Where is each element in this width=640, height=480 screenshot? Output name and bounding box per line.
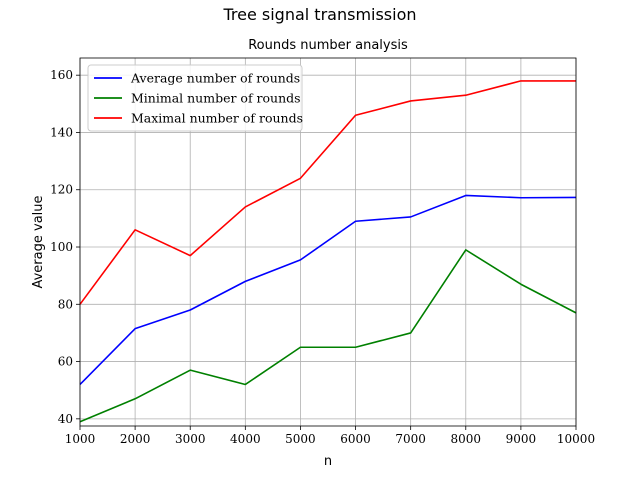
legend: Average number of rounds Minimal number o… [87, 64, 303, 132]
y-tick-label: 160 [50, 68, 73, 82]
y-tick-label: 140 [50, 125, 73, 139]
x-tick-label: 1000 [65, 432, 96, 446]
x-tick-label: 10000 [557, 432, 595, 446]
x-tick-label: 9000 [506, 432, 537, 446]
figure-suptitle: Tree signal transmission [223, 5, 417, 24]
x-tick-label: 7000 [395, 432, 426, 446]
legend-box [87, 64, 303, 132]
series-line-1 [79, 194, 577, 386]
ticks: 1000 2000 3000 4000 5000 6000 7000 8000 9000 1000… [50, 68, 595, 446]
x-tick-label: 8000 [451, 432, 482, 446]
y-tick-label: 60 [58, 355, 73, 369]
axes-frame [79, 57, 577, 427]
y-axis-label: Average value [31, 195, 46, 288]
series-line-2 [79, 249, 577, 423]
x-tick-label: 3000 [175, 432, 206, 446]
plot-frame [79, 57, 577, 427]
y-tick-label: 80 [58, 297, 73, 311]
x-tick-label: 6000 [340, 432, 371, 446]
legend-label: Maximal number of rounds [131, 111, 303, 126]
y-tick-label: 40 [58, 412, 73, 426]
x-tick-label: 5000 [285, 432, 316, 446]
series-lines [79, 80, 577, 423]
x-axis-label: n [324, 454, 332, 469]
x-tick-label: 2000 [120, 432, 151, 446]
legend-label: Minimal number of rounds [131, 91, 301, 106]
y-tick-label: 120 [50, 183, 73, 197]
series-line-3 [79, 80, 576, 305]
x-tick-label: 4000 [230, 432, 261, 446]
chart-title: Rounds number analysis [248, 38, 408, 53]
legend-label: Average number of rounds [130, 71, 300, 86]
y-tick-label: 100 [50, 240, 73, 254]
